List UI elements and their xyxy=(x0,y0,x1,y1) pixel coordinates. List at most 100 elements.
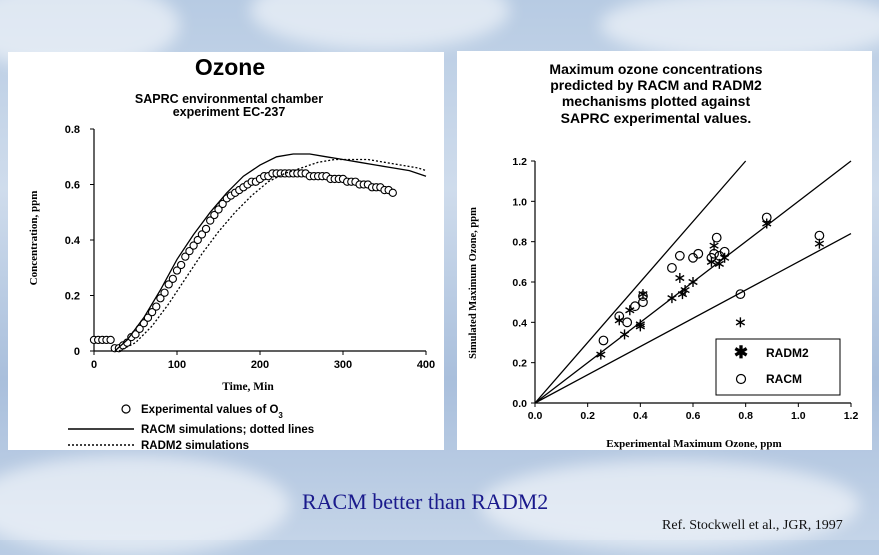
chart-title: SAPRC experimental values. xyxy=(561,110,752,126)
legend-marker-experimental xyxy=(121,404,131,414)
y-tick-label: 0.6 xyxy=(512,277,527,289)
legend-label-racm: RACM xyxy=(766,372,802,386)
x-tick-label: 1.0 xyxy=(791,410,806,422)
chart-subtitle: SAPRC environmental chamber xyxy=(135,92,323,106)
series-line-radm2 xyxy=(118,158,427,352)
x-tick-label: 0 xyxy=(91,359,97,371)
data-point-experimental xyxy=(147,307,157,317)
y-tick-label: 0.2 xyxy=(512,358,527,370)
y-tick-label: 0 xyxy=(74,346,80,358)
data-point-racm xyxy=(693,248,704,259)
data-point-racm xyxy=(667,262,677,273)
data-point-racm xyxy=(711,232,722,243)
data-point-experimental xyxy=(189,241,198,250)
data-point-experimental xyxy=(152,302,161,311)
y-tick-label: 1.2 xyxy=(512,156,527,168)
chart-title: mechanisms plotted against xyxy=(562,93,751,109)
background-cloud xyxy=(480,460,860,550)
y-tick-label: 0.8 xyxy=(512,237,527,249)
data-point-experimental xyxy=(210,210,219,220)
x-axis-label: Time, Min xyxy=(222,381,274,393)
legend-label-experimental: Experimental values of O3 xyxy=(141,404,283,420)
data-point-experimental xyxy=(181,252,190,261)
legend-label-racm: RACM simulations; dotted lines xyxy=(141,424,314,436)
data-point-experimental xyxy=(172,266,182,275)
data-point-experimental xyxy=(218,199,227,209)
data-point-racm xyxy=(735,289,746,300)
legend-label-radm2: RADM2 simulations xyxy=(141,440,249,450)
data-point-experimental xyxy=(106,335,115,345)
y-tick-label: 0.0 xyxy=(512,398,527,410)
data-point-racm xyxy=(630,301,640,312)
data-point-radm2 xyxy=(735,317,746,328)
data-point-experimental xyxy=(176,260,186,270)
data-point-racm xyxy=(709,248,719,259)
x-tick-label: 200 xyxy=(251,359,269,371)
max-ozone-scatter-chart: Maximum ozone concentrations predicted b… xyxy=(468,61,859,450)
data-point-experimental xyxy=(206,216,215,225)
data-point-radm2 xyxy=(680,285,690,296)
background-cloud xyxy=(600,0,879,60)
data-point-radm2 xyxy=(596,349,606,360)
x-tick-label: 100 xyxy=(168,359,186,371)
x-tick-label: 0.4 xyxy=(633,410,648,422)
data-point-radm2 xyxy=(619,329,630,340)
x-tick-label: 0.0 xyxy=(528,410,543,422)
reference-line xyxy=(534,160,747,404)
data-point-racm xyxy=(638,291,648,302)
max-ozone-scatter-panel: Maximum ozone concentrations predicted b… xyxy=(457,51,872,450)
data-point-experimental xyxy=(156,294,165,303)
data-point-radm2 xyxy=(667,293,677,304)
y-tick-label: 0.8 xyxy=(65,124,80,136)
x-tick-label: 0.2 xyxy=(580,410,595,422)
data-point-experimental xyxy=(168,274,177,283)
chart-heading: Ozone xyxy=(195,54,265,80)
data-point-experimental xyxy=(201,224,211,234)
x-tick-label: 1.2 xyxy=(844,410,859,422)
chart-title: predicted by RACM and RADM2 xyxy=(550,77,762,93)
data-point-radm2 xyxy=(762,218,772,229)
x-tick-label: 0.8 xyxy=(738,410,753,422)
data-point-experimental xyxy=(388,188,397,197)
x-tick-label: 0.6 xyxy=(686,410,701,422)
chart-title: Maximum ozone concentrations xyxy=(549,61,762,77)
data-point-experimental xyxy=(214,205,223,214)
ozone-time-series-chart: Ozone SAPRC environmental chamber experi… xyxy=(28,54,435,452)
chart-subtitle: experiment EC-237 xyxy=(173,105,286,119)
data-point-racm xyxy=(761,212,772,223)
data-point-experimental xyxy=(193,235,202,245)
x-tick-label: 400 xyxy=(417,359,435,371)
y-axis-label: Concentration, ppm xyxy=(28,191,40,286)
data-point-experimental xyxy=(160,288,169,297)
y-tick-label: 0.4 xyxy=(512,317,527,329)
data-point-racm xyxy=(719,246,730,257)
y-tick-label: 0.4 xyxy=(65,235,81,247)
x-tick-label: 300 xyxy=(334,359,352,371)
data-point-experimental xyxy=(197,230,207,239)
ozone-time-series-panel: Ozone SAPRC environmental chamber experi… xyxy=(8,52,444,452)
legend-marker-racm xyxy=(735,373,747,385)
slide-caption: RACM better than RADM2 xyxy=(302,489,549,514)
data-point-radm2 xyxy=(625,305,635,316)
series-line-racm xyxy=(114,153,427,352)
data-point-racm xyxy=(638,297,648,308)
legend-label-radm2: RADM2 xyxy=(766,346,809,360)
data-point-racm xyxy=(598,335,609,346)
legend-box xyxy=(715,338,841,396)
legend-marker-radm2: ✱ xyxy=(734,343,748,362)
y-tick-label: 0.6 xyxy=(65,180,80,192)
y-tick-label: 1.0 xyxy=(512,196,527,208)
data-point-radm2 xyxy=(635,319,645,330)
data-point-radm2 xyxy=(675,272,685,283)
data-point-racm xyxy=(622,317,633,328)
data-point-racm xyxy=(814,230,825,241)
y-tick-label: 0.2 xyxy=(65,291,80,303)
y-axis-label: Simulated Maximum Ozone, ppm xyxy=(468,207,479,359)
background-cloud xyxy=(250,0,510,50)
data-point-racm xyxy=(674,250,685,261)
background-cloud xyxy=(0,455,290,555)
data-point-racm xyxy=(614,311,625,322)
data-point-experimental xyxy=(164,280,173,289)
data-point-experimental xyxy=(185,246,194,256)
reference-citation: Ref. Stockwell et al., JGR, 1997 xyxy=(662,518,843,533)
